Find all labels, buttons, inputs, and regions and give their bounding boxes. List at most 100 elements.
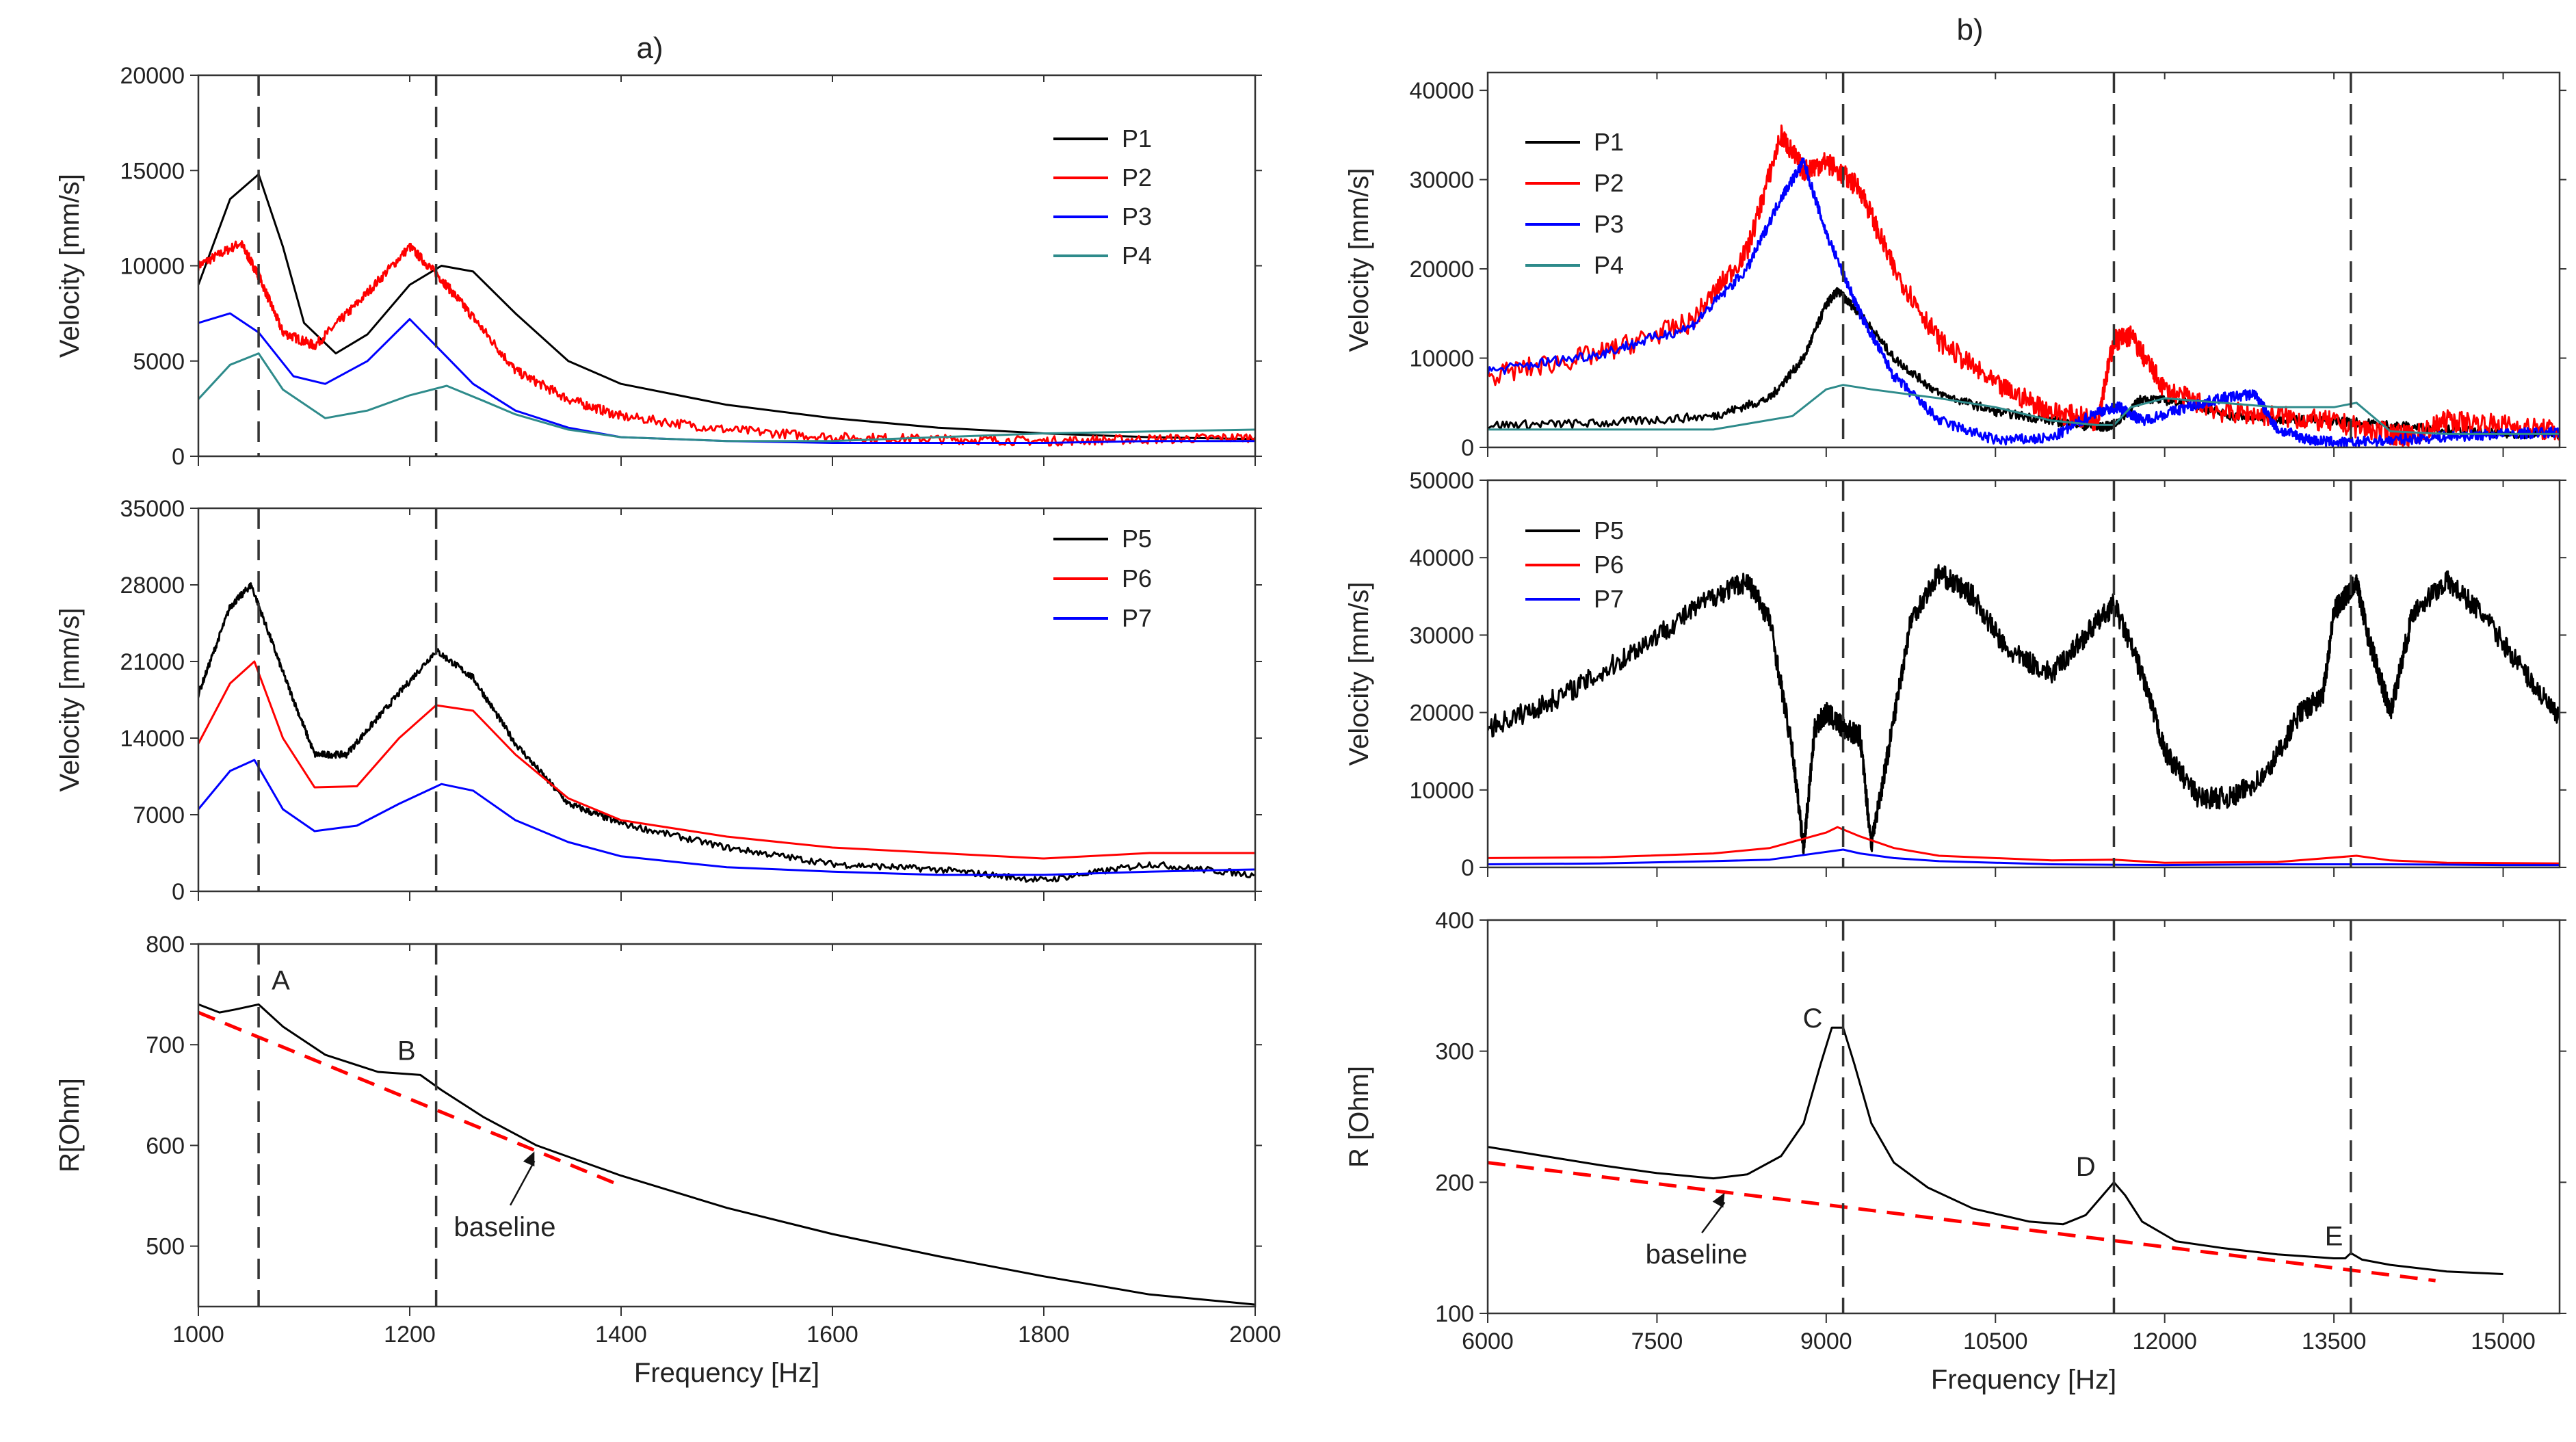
annotation-label: baseline xyxy=(1646,1240,1748,1270)
series-line-p5 xyxy=(198,582,1255,883)
y-tick-label: 300 xyxy=(1435,1039,1474,1065)
y-tick-label: 0 xyxy=(1461,435,1474,461)
series-line-baseline xyxy=(198,1010,622,1188)
y-tick-label: 35000 xyxy=(120,496,185,522)
y-tick-label: 14000 xyxy=(120,726,185,752)
plot-frame xyxy=(197,943,1257,1308)
y-axis-label: R[Ohm] xyxy=(55,1078,85,1172)
annotation-label: E xyxy=(2325,1221,2343,1251)
y-tick-label: 20000 xyxy=(1409,257,1474,283)
x-tick-label: 10500 xyxy=(1963,1328,2028,1354)
annotation-arrow-head xyxy=(523,1151,535,1167)
y-tick-label: 400 xyxy=(1435,908,1474,934)
chart-a-top: 0 5000 10000 15000 20000 Velocity [mm/s] a) P1 P… xyxy=(55,31,1262,470)
plot-frame xyxy=(197,74,1257,458)
series-line-p1 xyxy=(198,173,1255,441)
y-axis-label: Velocity [mm/s] xyxy=(55,608,85,792)
chart-b-bot: 6000 7500 9000 10500 12000 13500 15000 100 200 30… xyxy=(1344,908,2566,1395)
series-group xyxy=(198,1003,1255,1306)
annotation-label: B xyxy=(397,1036,416,1066)
annotation-arrow-shaft xyxy=(509,1160,536,1206)
annotation-arrow-head xyxy=(1712,1192,1725,1208)
y-tick-label: 15000 xyxy=(120,158,185,184)
y-tick-label: 20000 xyxy=(120,63,185,89)
series-line-baseline xyxy=(1488,1161,2436,1283)
plot-frame xyxy=(1486,71,2561,449)
series-line-p7 xyxy=(1488,848,2560,867)
series-group xyxy=(1488,124,2560,447)
series-line-p2 xyxy=(1488,124,2560,447)
annotation-label: A xyxy=(272,965,290,995)
y-tick-label: 30000 xyxy=(1409,168,1474,194)
x-tick-label: 12000 xyxy=(2132,1328,2197,1354)
x-tick-label: 1200 xyxy=(384,1322,436,1348)
y-tick-label: 600 xyxy=(146,1133,185,1159)
panel-title: b) xyxy=(1956,13,1983,47)
series-group xyxy=(198,173,1255,447)
legend-label: P5 xyxy=(1122,525,1152,553)
annotation-label: C xyxy=(1803,1004,1823,1034)
x-axis-label: Frequency [Hz] xyxy=(634,1358,819,1388)
x-tick-label: 6000 xyxy=(1462,1328,1514,1354)
plot-frame xyxy=(197,507,1257,893)
plot-frame xyxy=(1486,919,2561,1315)
y-tick-label: 40000 xyxy=(1409,78,1474,104)
y-tick-label: 10000 xyxy=(1409,778,1474,804)
legend-label: P2 xyxy=(1594,169,1624,197)
x-axis-label: Frequency [Hz] xyxy=(1931,1365,2116,1395)
y-tick-label: 800 xyxy=(146,932,185,958)
legend-label: P2 xyxy=(1122,163,1152,192)
x-tick-label: 15000 xyxy=(2471,1328,2536,1354)
annotation-label: D xyxy=(2076,1152,2096,1182)
y-axis-label: Velocity [mm/s] xyxy=(1344,168,1374,352)
legend-label: P1 xyxy=(1122,124,1152,153)
x-tick-label: 2000 xyxy=(1229,1322,1281,1348)
y-tick-label: 700 xyxy=(146,1032,185,1058)
x-tick-label: 1600 xyxy=(806,1322,858,1348)
y-tick-label: 10000 xyxy=(120,254,185,280)
y-tick-label: 40000 xyxy=(1409,545,1474,571)
y-tick-label: 5000 xyxy=(133,349,185,375)
legend-label: P3 xyxy=(1594,210,1624,238)
legend-label: P3 xyxy=(1122,202,1152,231)
series-line-p2 xyxy=(198,240,1255,447)
y-tick-label: 28000 xyxy=(120,573,185,599)
panel-title: a) xyxy=(636,31,663,65)
legend-label: P6 xyxy=(1122,564,1152,592)
y-tick-label: 0 xyxy=(172,879,185,905)
series-group xyxy=(1488,564,2560,867)
x-tick-label: 1800 xyxy=(1018,1322,1070,1348)
annotation-label: baseline xyxy=(454,1212,556,1242)
legend-label: P1 xyxy=(1594,128,1624,156)
y-tick-label: 20000 xyxy=(1409,700,1474,726)
series-line-p4 xyxy=(198,352,1255,443)
chart-a-mid: 0 7000 14000 21000 28000 35000 Velocity [mm/s]… xyxy=(55,496,1262,905)
legend-label: P7 xyxy=(1122,604,1152,632)
series-line-p5 xyxy=(1488,564,2560,856)
x-tick-label: 1400 xyxy=(595,1322,647,1348)
y-tick-label: 7000 xyxy=(133,802,185,828)
series-line-p6 xyxy=(198,660,1255,860)
y-tick-label: 21000 xyxy=(120,649,185,675)
series-line-p3 xyxy=(198,312,1255,444)
y-axis-label: Velocity [mm/s] xyxy=(1344,582,1374,766)
y-axis-label: Velocity [mm/s] xyxy=(55,174,85,358)
series-line-r xyxy=(198,1003,1255,1306)
series-group xyxy=(1488,1026,2503,1283)
legend-label: P6 xyxy=(1594,551,1624,579)
legend-label: P4 xyxy=(1594,251,1624,279)
plot-frame xyxy=(1486,479,2561,869)
y-tick-label: 200 xyxy=(1435,1170,1474,1196)
series-line-p3 xyxy=(1488,157,2560,447)
series-line-p6 xyxy=(1488,826,2560,865)
y-tick-label: 500 xyxy=(146,1234,185,1260)
y-tick-label: 0 xyxy=(172,444,185,470)
series-line-r xyxy=(1488,1026,2503,1275)
x-tick-label: 9000 xyxy=(1800,1328,1852,1354)
y-tick-label: 30000 xyxy=(1409,622,1474,648)
chart-a-bot: 1000 1200 1400 1600 1800 2000 500 600 700 800 R[Oh… xyxy=(55,932,1281,1388)
legend-label: P4 xyxy=(1122,241,1152,270)
series-line-p1 xyxy=(1488,287,2560,440)
x-tick-label: 13500 xyxy=(2302,1328,2367,1354)
